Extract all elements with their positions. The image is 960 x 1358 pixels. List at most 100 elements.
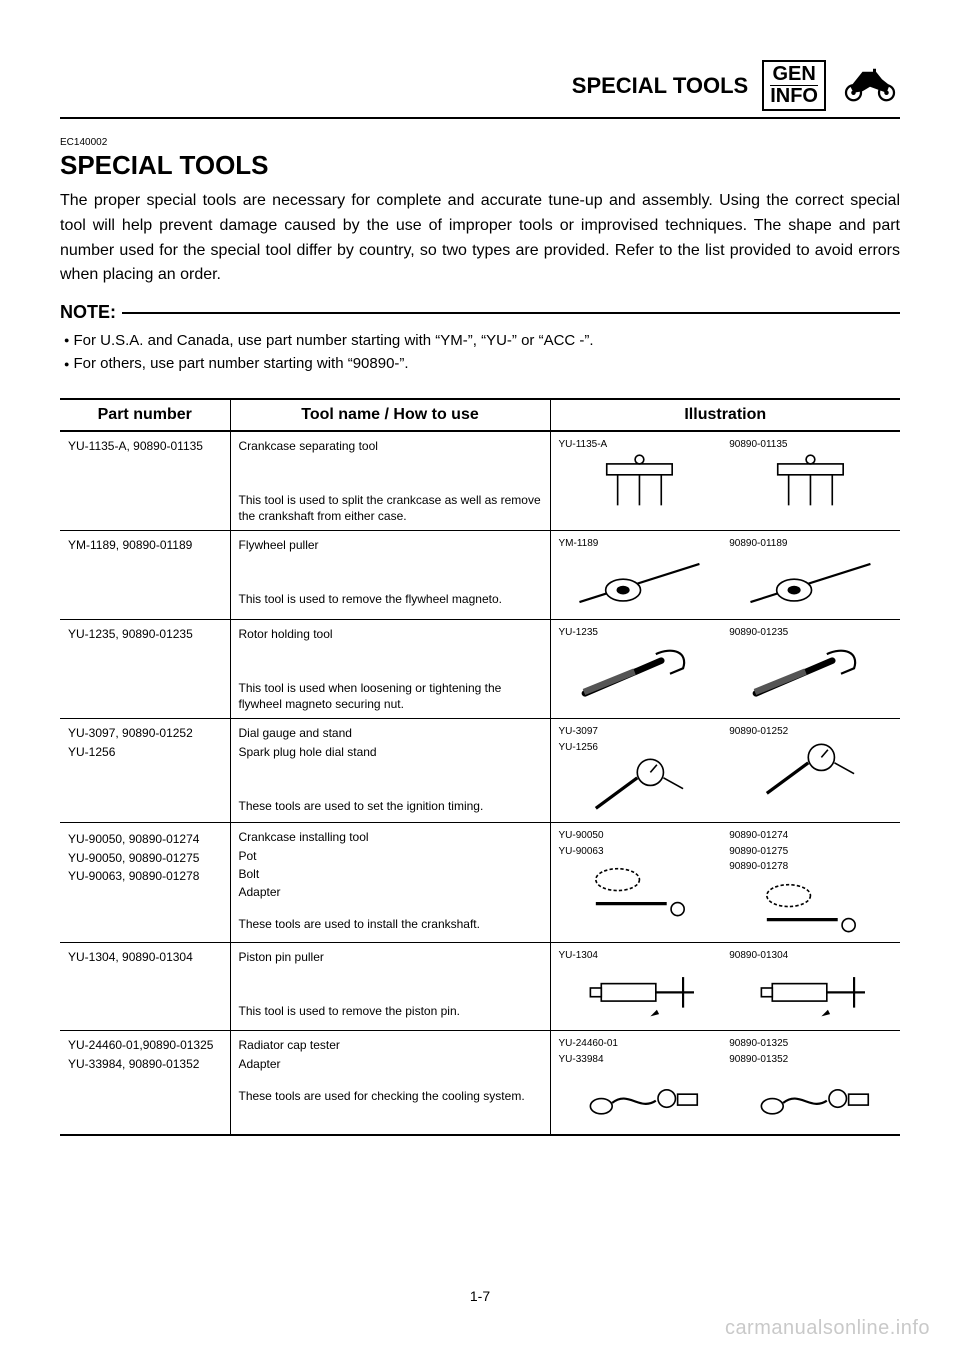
- table-row: YU-24460-01,90890-01325 YU-33984, 90890-0…: [60, 1031, 900, 1136]
- tool-illustration-icon: [729, 1068, 892, 1128]
- cell-part-number: YU-3097, 90890-01252YU-1256: [60, 719, 230, 823]
- tool-use-text: This tool is used to split the crankcase…: [239, 492, 542, 524]
- table-row: YM-1189, 90890-01189 Flywheel pullerThis …: [60, 531, 900, 620]
- illustration-right: 90890-01189: [729, 537, 892, 613]
- illustration-right: 90890-01235: [729, 626, 892, 702]
- tool-illustration-icon: [559, 453, 722, 513]
- illustration-left: YM-1189: [559, 537, 722, 613]
- tool-use-text: These tools are used for checking the co…: [239, 1088, 542, 1104]
- tool-illustration-icon: [559, 860, 722, 920]
- tool-illustration-icon: [729, 741, 892, 801]
- tool-name-line: Crankcase installing tool: [239, 829, 542, 845]
- tool-use-text: This tool is used when loosening or tigh…: [239, 680, 542, 712]
- header-box-line1: GEN: [770, 64, 818, 85]
- illustration-label: YU-1235: [559, 626, 722, 640]
- illustration-label: 90890-01304: [729, 949, 892, 963]
- part-number-line: YU-1304, 90890-01304: [68, 949, 222, 965]
- illustration-label: 90890-01235: [729, 626, 892, 640]
- cell-part-number: YU-1304, 90890-01304: [60, 942, 230, 1031]
- tool-illustration-icon: [559, 553, 722, 613]
- cell-illustration: YU-24460-01YU-33984 90890-01325 90890-0135…: [550, 1031, 900, 1136]
- page-title: SPECIAL TOOLS: [60, 150, 900, 181]
- illustration-right: 90890-01252: [729, 725, 892, 816]
- illustration-label: 90890-01252: [729, 725, 892, 739]
- cell-part-number: YU-24460-01,90890-01325 YU-33984, 90890-0…: [60, 1031, 230, 1136]
- tool-name-line: Dial gauge and stand: [239, 725, 542, 741]
- watermark: carmanualsonline.info: [725, 1317, 930, 1340]
- note-rule: [122, 312, 900, 314]
- cell-description: Flywheel pullerThis tool is used to remo…: [230, 531, 550, 620]
- part-number-line: YU-1135-A, 90890-01135: [68, 438, 222, 454]
- illustration-left: YU-24460-01YU-33984: [559, 1037, 722, 1128]
- part-number-line: YU-33984, 90890-01352: [68, 1056, 222, 1072]
- cell-description: Crankcase separating tool This tool is us…: [230, 431, 550, 531]
- part-number-line: YU-1235, 90890-01235: [68, 626, 222, 642]
- illustration-right: 90890-01325 90890-01352: [729, 1037, 892, 1128]
- illustration-left: YU-1304: [559, 949, 722, 1025]
- illustration-right: 90890-01135: [729, 438, 892, 514]
- th-illustration: Illustration: [550, 399, 900, 431]
- cell-illustration: YM-1189 90890-01189: [550, 531, 900, 620]
- tool-illustration-icon: [729, 641, 892, 701]
- note-item: For U.S.A. and Canada, use part number s…: [64, 329, 900, 352]
- tool-illustration-icon: [559, 1068, 722, 1128]
- header-section-title: SPECIAL TOOLS: [572, 73, 748, 99]
- page-number: 1-7: [0, 1288, 960, 1304]
- tool-name-line: Piston pin puller: [239, 949, 542, 965]
- illustration-label: YU-1256: [559, 741, 722, 755]
- th-tool-name: Tool name / How to use: [230, 399, 550, 431]
- page-header: SPECIAL TOOLS GEN INFO: [60, 60, 900, 119]
- part-number-line: YU-1256: [68, 744, 222, 760]
- intro-paragraph: The proper special tools are necessary f…: [60, 189, 900, 288]
- illustration-left: YU-1135-A: [559, 438, 722, 514]
- tool-use-text: These tools are used to install the cran…: [239, 916, 542, 932]
- tool-name-line: Adapter: [239, 884, 542, 900]
- illustration-label: 90890-01275: [729, 845, 892, 859]
- tool-illustration-icon: [559, 964, 722, 1024]
- illustration-label: YU-33984: [559, 1053, 722, 1067]
- illustration-right: 90890-01304: [729, 949, 892, 1025]
- tool-illustration-icon: [729, 553, 892, 613]
- tool-name-line: Rotor holding tool: [239, 626, 542, 642]
- illustration-left: YU-1235: [559, 626, 722, 702]
- tools-table: Part number Tool name / How to use Illus…: [60, 398, 900, 1137]
- cell-illustration: YU-1235 90890-01235: [550, 619, 900, 719]
- tool-name-line: Radiator cap tester: [239, 1037, 542, 1053]
- table-row: YU-3097, 90890-01252YU-1256 Dial gauge an…: [60, 719, 900, 823]
- tool-name-line: Crankcase separating tool: [239, 438, 542, 454]
- illustration-label: YU-3097: [559, 725, 722, 739]
- illustration-label: 90890-01325: [729, 1037, 892, 1051]
- illustration-label: YU-90050: [559, 829, 722, 843]
- tool-illustration-icon: [729, 876, 892, 936]
- cell-part-number: YU-1135-A, 90890-01135: [60, 431, 230, 531]
- illustration-right: 90890-0127490890-0127590890-01278: [729, 829, 892, 936]
- illustration-label: 90890-01352: [729, 1053, 892, 1067]
- tool-illustration-icon: [729, 964, 892, 1024]
- cell-description: Crankcase installing toolPotBoltAdapterT…: [230, 823, 550, 943]
- table-row: YU-90050, 90890-01274YU-90050, 90890-012…: [60, 823, 900, 943]
- illustration-label: YM-1189: [559, 537, 722, 551]
- part-number-line: YU-24460-01,90890-01325: [68, 1037, 222, 1053]
- cell-description: Radiator cap tester Adapter These tools ar…: [230, 1031, 550, 1136]
- cell-illustration: YU-1135-A 90890-01135: [550, 431, 900, 531]
- motorcycle-icon: [840, 63, 900, 108]
- cell-illustration: YU-90050YU-9006390890-0127490890-0127590…: [550, 823, 900, 943]
- notes-list: For U.S.A. and Canada, use part number s…: [60, 329, 900, 376]
- tool-name-line: Bolt: [239, 866, 542, 882]
- table-row: YU-1135-A, 90890-01135 Crankcase separati…: [60, 431, 900, 531]
- tool-name-line: Adapter: [239, 1056, 542, 1072]
- table-row: YU-1304, 90890-01304 Piston pin puller Thi…: [60, 942, 900, 1031]
- illustration-left: YU-3097 YU-1256: [559, 725, 722, 816]
- illustration-label: 90890-01189: [729, 537, 892, 551]
- tool-use-text: These tools are used to set the ignition…: [239, 798, 542, 814]
- illustration-label: 90890-01278: [729, 860, 892, 874]
- th-part-number: Part number: [60, 399, 230, 431]
- tool-use-text: This tool is used to remove the piston p…: [239, 1003, 542, 1019]
- part-number-line: YU-90050, 90890-01274: [68, 831, 222, 847]
- tool-name-line: Spark plug hole dial stand: [239, 744, 542, 760]
- header-box-line2: INFO: [770, 85, 818, 107]
- illustration-label: YU-1135-A: [559, 438, 722, 452]
- cell-description: Rotor holding tool This tool is used when…: [230, 619, 550, 719]
- part-number-line: YM-1189, 90890-01189: [68, 537, 222, 553]
- illustration-label: YU-1304: [559, 949, 722, 963]
